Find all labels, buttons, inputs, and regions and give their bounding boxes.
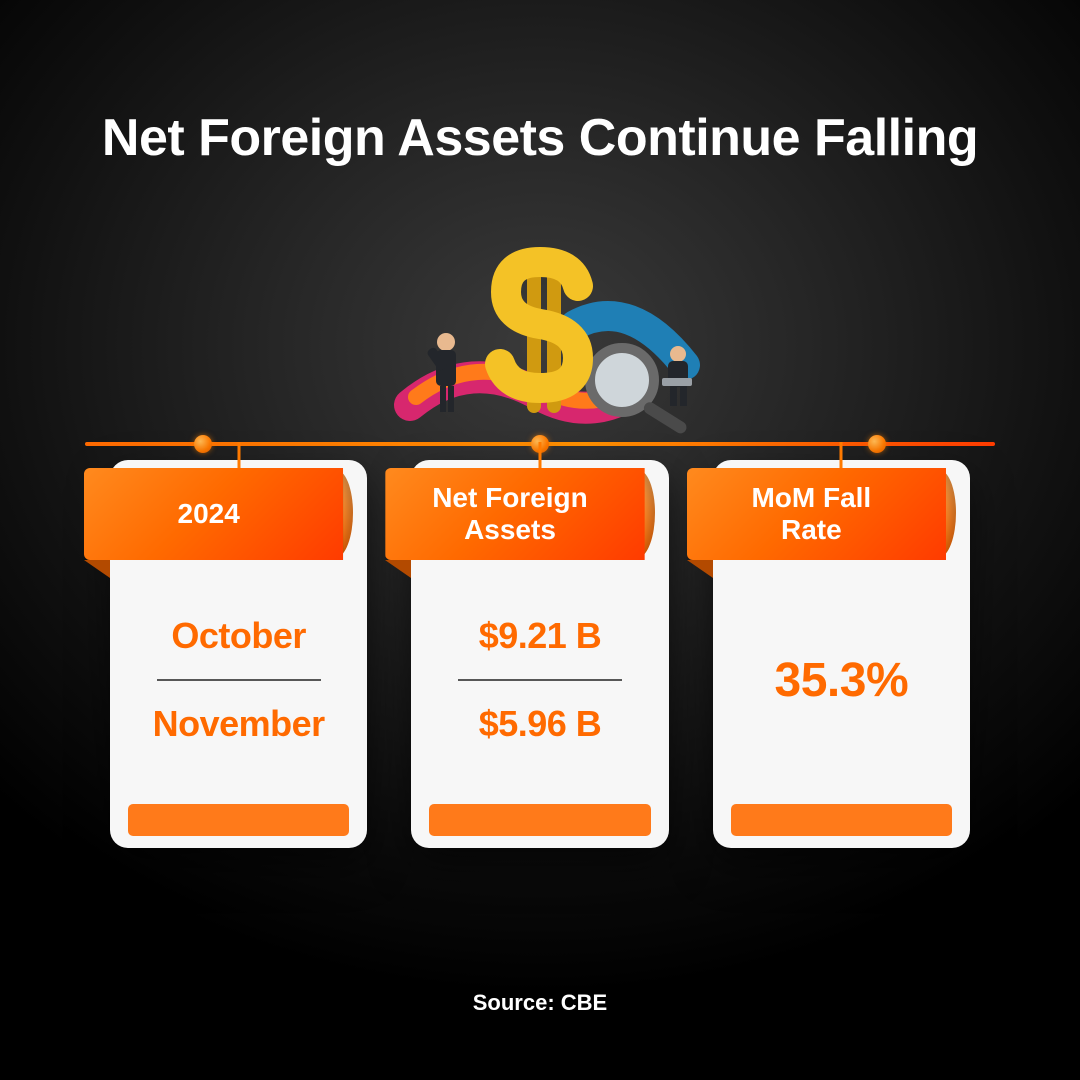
- card-body: October November: [110, 570, 367, 790]
- timeline-dot: [868, 435, 886, 453]
- card-flag: Net ForeignAssets: [385, 468, 644, 560]
- card-body: $9.21 B $5.96 B: [411, 570, 668, 790]
- card-footer-bar: [128, 804, 349, 836]
- hero-illustration: [0, 210, 1080, 440]
- card-flag-label: MoM FallRate: [687, 468, 946, 560]
- card-flag: MoM FallRate: [687, 468, 946, 560]
- assets-value: $5.96 B: [479, 703, 602, 745]
- page-title: Net Foreign Assets Continue Falling: [0, 108, 1080, 168]
- card-footer-bar: [429, 804, 650, 836]
- card-flag: 2024: [84, 468, 343, 560]
- card-period: 2024 October November: [110, 460, 367, 848]
- source-line: Source: CBE: [0, 990, 1080, 1016]
- rate-value: 35.3%: [775, 653, 909, 708]
- card-net-foreign-assets: Net ForeignAssets $9.21 B $5.96 B: [411, 460, 668, 848]
- divider-line: [157, 679, 321, 681]
- period-value: November: [153, 703, 325, 745]
- card-mom-fall-rate: MoM FallRate 35.3%: [713, 460, 970, 848]
- card-flag-label: 2024: [84, 468, 343, 560]
- period-value: October: [171, 615, 306, 657]
- cards-row: 2024 October November Net ForeignAssets …: [110, 460, 970, 848]
- assets-value: $9.21 B: [479, 615, 602, 657]
- timeline-dot: [194, 435, 212, 453]
- divider-line: [458, 679, 622, 681]
- card-footer-bar: [731, 804, 952, 836]
- card-body: 35.3%: [713, 570, 970, 790]
- card-flag-label: Net ForeignAssets: [385, 468, 644, 560]
- finance-illustration-icon: [350, 230, 730, 440]
